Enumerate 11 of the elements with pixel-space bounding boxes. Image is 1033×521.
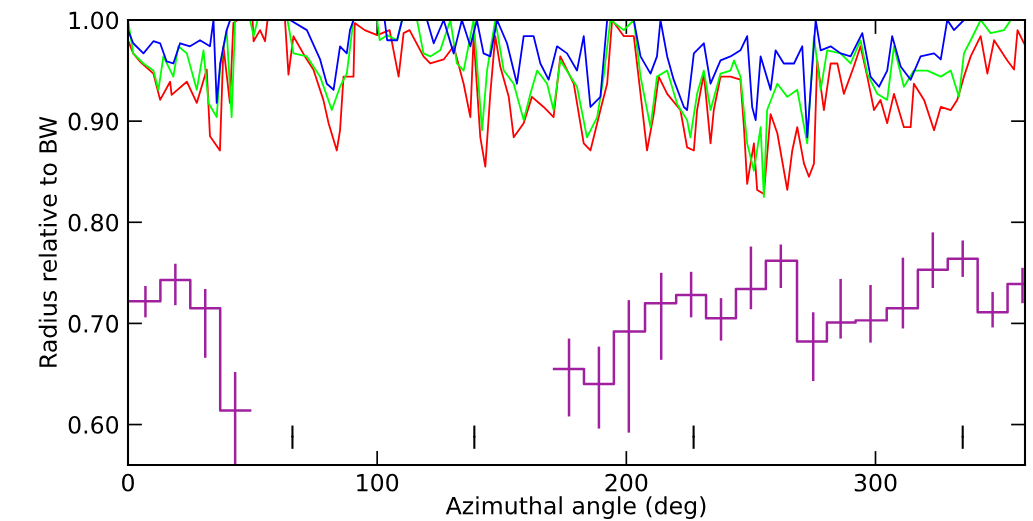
x-axis-title: Azimuthal angle (deg): [445, 496, 706, 520]
y-tick-label: 0.80: [68, 213, 119, 232]
y-tick-label: 1.00: [69, 11, 119, 30]
x-tick-label: 0: [122, 473, 134, 492]
y-tick-label: 0.70: [68, 314, 119, 333]
y-tick-label: 0.90: [68, 112, 119, 131]
y-axis-title: Radius relative to BW: [38, 116, 57, 367]
x-tick-label: 200: [605, 473, 648, 492]
y-tick-label: 0.60: [68, 415, 119, 434]
x-tick-label: 100: [357, 473, 399, 492]
x-tick-label: 300: [854, 473, 897, 492]
